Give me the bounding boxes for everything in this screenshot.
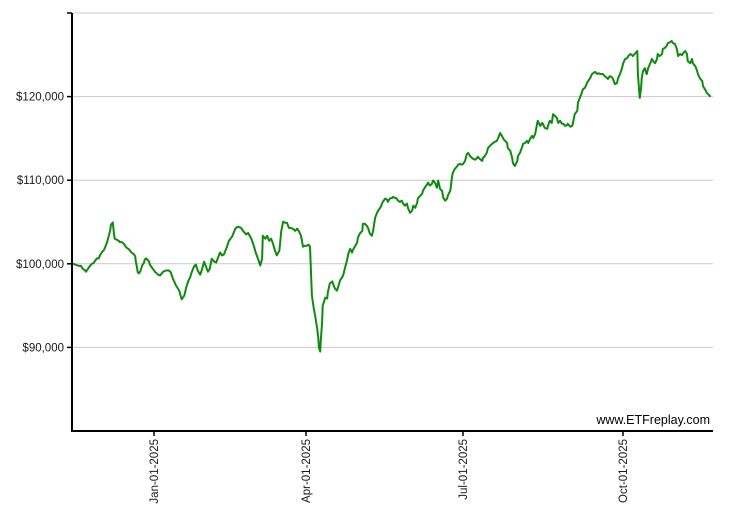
y-tick-label: $120,000: [16, 92, 64, 104]
x-tick-label: Apr-01-2025: [301, 439, 313, 503]
x-tick-label: Jul-01-2025: [458, 439, 470, 500]
y-tick-label: $100,000: [16, 259, 64, 271]
axis-lines: [71, 13, 713, 432]
series-line-portfolio-value: [72, 40, 711, 353]
y-tick-label: $110,000: [17, 175, 64, 187]
watermark-text: www.ETFreplay.com: [595, 413, 710, 427]
series-layer: [72, 40, 711, 353]
x-axis-labels-layer: Jan-01-2025 Apr-01-2025 Jul-01-2025 Oct-01-…: [149, 439, 630, 504]
y-axis-labels-layer: $90,000 $100,000 $110,000 $120,000: [16, 92, 64, 355]
gridlines-layer: [72, 12, 713, 348]
y-tick-label: $90,000: [22, 342, 64, 354]
x-tick-label: Jan-01-2025: [149, 439, 161, 504]
x-tick-label: Oct-01-2025: [618, 439, 630, 503]
axes-layer: [67, 12, 713, 436]
